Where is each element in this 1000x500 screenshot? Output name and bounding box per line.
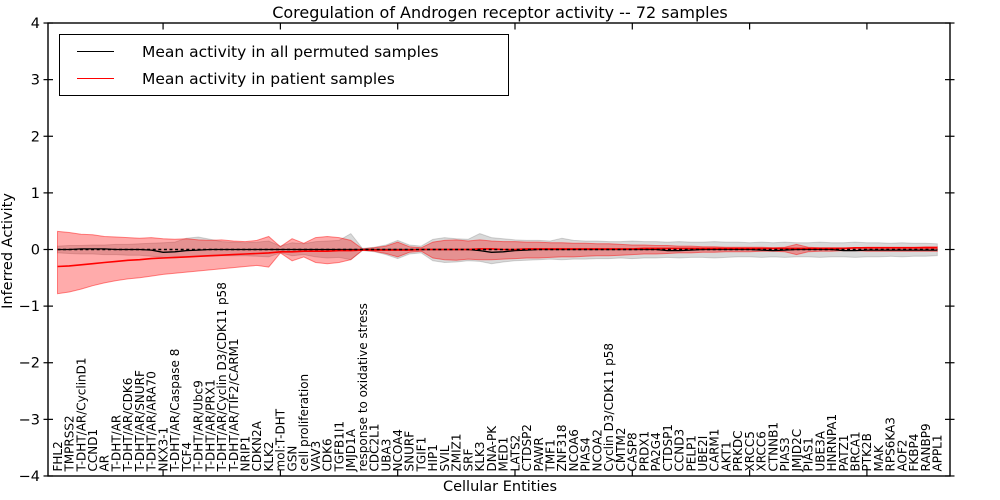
y-tick-label: 2 [31,129,40,145]
x-category-label: PIAS3 [778,437,792,471]
patient-samples-range-band [57,230,938,295]
x-category-label: T-DHT/AR/PRX1 [203,379,217,472]
y-tick-label: −3 [19,412,40,428]
x-category-label: XRCC5 [743,431,757,471]
x-category-label: UBE2I [696,436,710,472]
x-category-label: TCF4 [180,442,194,473]
x-category-label: ZMIZ1 [450,434,464,472]
y-tick-label: 3 [31,73,40,89]
x-category-label: AKT1 [719,441,733,471]
x-category-label: TGIF1 [415,437,429,473]
x-category-label: CARM1 [708,429,722,472]
x-category-label: DNA-PK [485,425,499,472]
x-category-label: T-DHT/AR/CDK6 [121,378,135,473]
x-category-label: FKBP4 [907,434,921,472]
y-tick-label: −2 [19,356,40,372]
y-axis-label: Inferred Activity [0,193,16,309]
x-category-label: NKX3-1 [156,427,170,472]
legend: Mean activity in all permuted samples Me… [59,34,509,96]
x-category-label: CTDSP1 [661,424,675,471]
x-category-label: CCND3 [673,429,687,472]
x-category-label: PIAS1 [802,437,816,471]
x-category-label: HIP1 [426,444,440,471]
x-category-label: SRF [461,449,475,472]
x-category-label: Cyclin D3/CDK11 p58 [602,343,616,472]
black-line-sample-icon [77,51,114,52]
x-category-label: RPS6KA3 [884,417,898,471]
x-category-label: NRIP1 [239,436,253,472]
x-category-label: GSN [285,446,299,472]
x-category-label: T-DHT/AR [110,415,124,473]
x-category-label: ZNF318 [555,424,569,471]
x-category-label: RANBP9 [919,423,933,471]
x-category-label: PA2G4 [649,432,663,471]
x-category-label: UBE3A [813,430,827,471]
x-category-label: HNRNPA1 [825,414,839,472]
x-category-label: PATZ1 [837,435,851,472]
y-tick-label: 4 [31,16,40,32]
x-axis-label: Cellular Entities [442,479,558,495]
x-category-label: AR [98,455,112,472]
y-tick-label: 1 [31,186,40,202]
x-category-label: CDKN2A [250,420,264,471]
x-category-label: KLK3 [473,441,487,471]
x-category-label: CTNNB1 [766,422,780,472]
x-category-label: TMPRSS2 [63,415,77,472]
x-category-label: T-DHT/AR/TIF2/CARM1 [227,338,241,472]
x-category-label: FHL2 [51,441,65,471]
x-category-label: CASP8 [626,432,640,471]
x-category-label: CCND1 [86,429,100,472]
y-tick-label: −1 [19,299,40,315]
x-category-label: VAV3 [309,441,323,472]
y-tick-label: −4 [19,469,40,485]
legend-item-patient: Mean activity in patient samples [60,70,508,88]
x-category-label: PRDX1 [637,431,651,472]
x-category-label: NCOA4 [391,429,405,471]
x-category-label: PELP1 [684,435,698,471]
x-category-label: T-DHT/AR/Ubc9 [192,380,206,472]
x-category-label: AOF2 [895,440,909,472]
x-category-label: KLK2 [262,441,276,471]
x-category-label: TGFB1I1 [332,421,346,473]
x-category-label: NCOA6 [567,429,581,471]
x-category-label: PIAS4 [579,437,593,471]
x-category-label: CMTM2 [614,427,628,471]
x-category-label: TMF1 [544,439,558,472]
legend-label-permuted: Mean activity in all permuted samples [142,42,439,61]
x-category-label: CDK6 [321,438,335,471]
x-category-label: NCOA2 [590,429,604,471]
x-category-label: T-DHT/AR/Caspase 8 [168,349,182,473]
x-category-label: JMJD1A [344,428,358,472]
x-category-label: CTDSP2 [520,424,534,471]
x-category-label: PRKDC [731,430,745,471]
x-category-label: UBA3 [379,439,393,472]
x-category-label: mol:T-DHT [274,408,288,471]
mean-line-1 [57,247,938,268]
x-category-label: CDC2L1 [368,424,382,472]
x-category-label: T-DHT/AR/Cyclin D3/CDK11 p58 [215,282,229,472]
x-category-label: SNURF [403,431,417,472]
legend-label-patient: Mean activity in patient samples [142,69,395,88]
x-category-label: MAK [872,444,886,472]
x-category-label: XRCC6 [755,431,769,471]
x-category-label: APPL1 [931,434,945,471]
x-category-label: PTK2B [860,433,874,471]
legend-item-permuted: Mean activity in all permuted samples [60,43,508,61]
x-category-label: T-DHT/AR/ARA70 [145,371,159,472]
x-category-label: T-DHT/AR/CyclinD1 [74,357,88,472]
x-category-label: response to oxidative stress [356,303,370,471]
x-category-label: T-DHT/AR/SNURF [133,370,147,473]
chart-title: Coregulation of Androgen receptor activi… [272,3,728,22]
x-category-label: cell proliferation [297,374,311,472]
x-category-label: PAWR [532,437,546,471]
x-category-label: BRCA1 [849,431,863,471]
x-category-label: JMJD2C [790,429,804,473]
x-category-label: SVIL [438,445,452,471]
red-line-sample-icon [77,78,114,79]
x-category-label: MED1 [497,437,511,472]
x-category-label: LATS2 [508,435,522,472]
y-tick-label: 0 [31,243,40,259]
